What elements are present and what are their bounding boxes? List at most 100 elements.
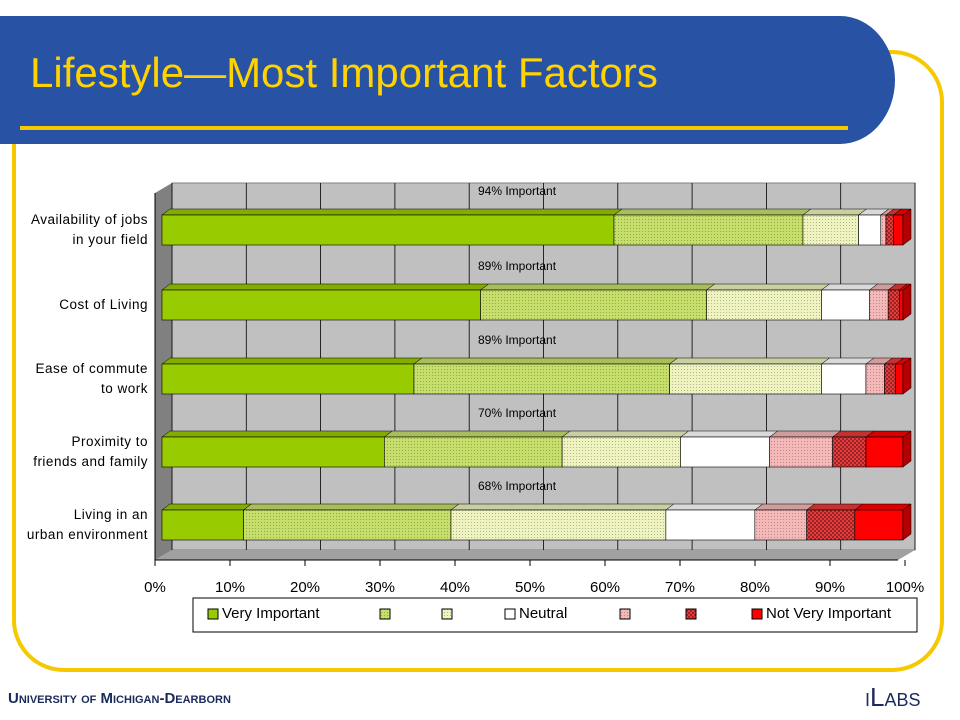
bar-segment <box>854 503 912 541</box>
bar-texture <box>832 437 866 467</box>
bar-texture <box>865 364 885 394</box>
bar-segment <box>802 208 868 246</box>
bar-side <box>902 283 912 321</box>
x-tick-label: 20% <box>290 579 320 596</box>
label-line: Ease of commute <box>35 361 148 376</box>
bar-segment <box>898 283 912 321</box>
bar-top <box>161 357 423 365</box>
bar-face <box>865 436 904 468</box>
bar-top <box>802 208 868 216</box>
bar-side <box>902 503 912 541</box>
bar-top <box>854 503 912 511</box>
x-tick-label: 60% <box>590 579 620 596</box>
bar-top <box>161 208 623 216</box>
bar-segment <box>705 283 831 321</box>
bar-segment <box>450 503 675 541</box>
bar-texture <box>614 215 803 245</box>
bar-texture <box>884 364 896 394</box>
annotation: 89% Important <box>478 333 557 347</box>
bar-face <box>895 363 904 395</box>
y-tick-label: Living in an urban environment <box>27 507 148 542</box>
bar-segment <box>383 430 571 468</box>
y-tick-label: Availability of jobs in your field <box>31 212 148 247</box>
bar-segment <box>613 208 812 246</box>
bar-texture <box>802 215 859 245</box>
bar-segment <box>857 208 890 246</box>
legend-texture <box>380 609 390 619</box>
bar-top <box>450 503 675 511</box>
bar-top <box>413 357 679 365</box>
bar-texture <box>450 510 666 540</box>
legend <box>192 597 918 633</box>
bar-face <box>821 363 867 395</box>
bar-face <box>898 289 904 321</box>
bar-top <box>161 503 253 511</box>
label-line: friends and family <box>33 454 148 469</box>
bar-top <box>383 430 571 438</box>
bar-texture <box>480 290 707 320</box>
legend-swatch <box>751 608 763 620</box>
bar-segment <box>242 503 460 541</box>
x-tick-label: 70% <box>665 579 695 596</box>
label-line: to work <box>101 381 148 396</box>
bar-top <box>613 208 812 216</box>
bar-top <box>754 503 816 511</box>
bar-segment <box>668 357 831 395</box>
bar-segment <box>831 430 875 468</box>
legend-label: Not Very Important <box>766 605 892 622</box>
bar-top <box>665 503 764 511</box>
bar-texture <box>888 290 900 320</box>
bar-face <box>854 509 904 541</box>
legend-label: Very Important <box>222 605 320 622</box>
bar-side <box>902 357 912 395</box>
bar-texture <box>243 510 451 540</box>
bar-texture <box>885 215 894 245</box>
annotation: 89% Important <box>478 259 557 273</box>
bar-segment <box>865 430 912 468</box>
bar-segment <box>754 503 816 541</box>
bar-top <box>161 430 394 438</box>
bar-top <box>668 357 831 365</box>
bar-segment <box>894 357 912 395</box>
university-logo: University of Michigan-Dearborn <box>8 690 231 707</box>
bar-face <box>893 214 904 246</box>
bar-segment <box>887 283 909 321</box>
floor <box>155 550 915 560</box>
bar-face <box>161 363 415 395</box>
bar-segment <box>820 283 879 321</box>
legend-swatch <box>504 608 516 620</box>
bar-texture <box>869 290 889 320</box>
bar-side <box>902 208 912 246</box>
bar-segment <box>161 503 253 541</box>
slide-title: Lifestyle—Most Important Factors <box>30 49 658 96</box>
label-line: urban environment <box>27 527 148 542</box>
y-tick-label: Proximity to friends and family <box>33 434 148 469</box>
label-line: in your field <box>72 232 148 247</box>
legend-texture <box>620 609 630 619</box>
bar-top <box>242 503 460 511</box>
annotation: 68% Important <box>478 479 557 493</box>
x-tick-label: 10% <box>215 579 245 596</box>
bar-segment <box>805 503 864 541</box>
bar-segment <box>883 357 905 395</box>
bar-segment <box>161 208 623 246</box>
bar-segment <box>679 430 779 468</box>
bar-texture <box>384 437 563 467</box>
bar-segment <box>161 283 490 321</box>
bar-segment <box>161 430 394 468</box>
annotation: 94% Important <box>478 184 557 198</box>
bar-segment <box>768 430 842 468</box>
legend-label: Neutral <box>519 605 567 622</box>
bar-face <box>161 289 481 321</box>
x-tick-label: 90% <box>815 579 845 596</box>
bar-texture <box>769 437 833 467</box>
bar-texture <box>880 215 886 245</box>
bar-texture <box>413 364 670 394</box>
label-line: Living in an <box>74 507 148 522</box>
legend-texture <box>442 609 452 619</box>
y-tick-label: Ease of commute to work <box>35 361 148 396</box>
bar-top <box>679 430 779 438</box>
bar-face <box>821 289 870 321</box>
x-tick-label: 40% <box>440 579 470 596</box>
bar-texture <box>706 290 822 320</box>
